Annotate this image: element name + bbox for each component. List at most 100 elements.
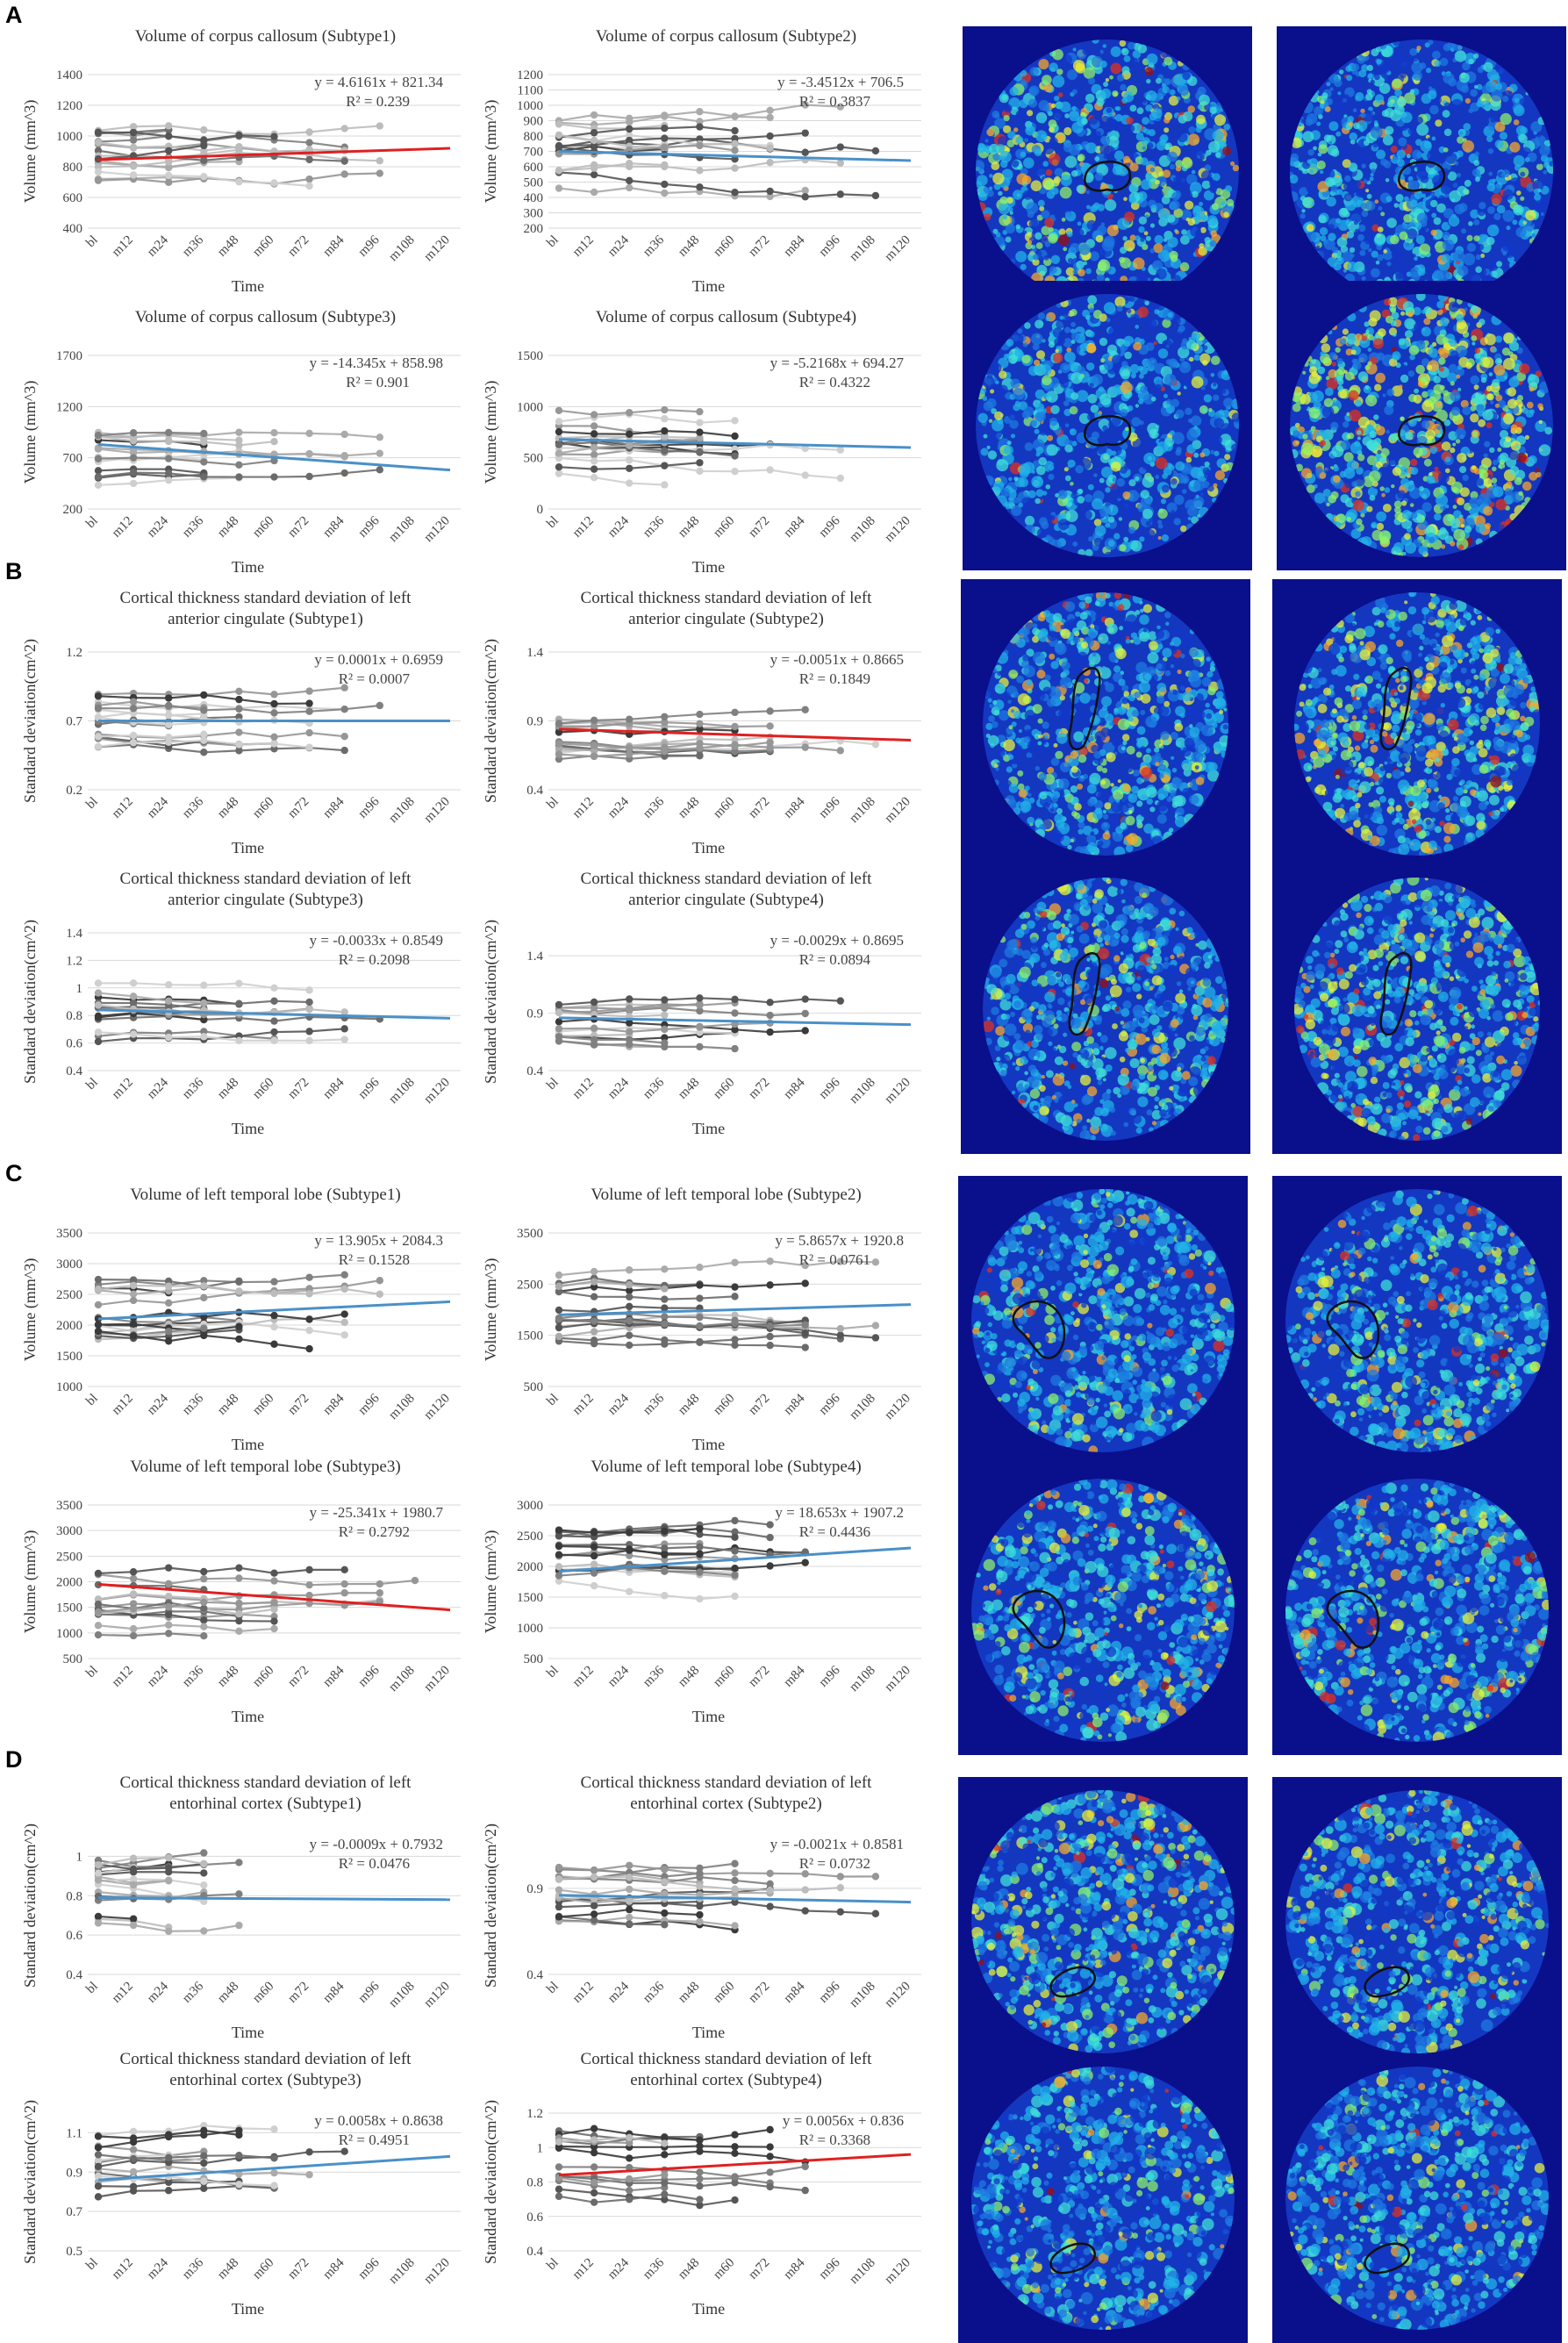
r-squared: R² = 0.0732	[799, 1855, 870, 1872]
data-point	[591, 1569, 598, 1576]
trend-equation: y = 0.0056x + 0.836	[783, 2112, 904, 2129]
data-point	[235, 1617, 242, 1624]
data-point	[626, 465, 633, 472]
brain-svg	[958, 1176, 1248, 1465]
data-point	[165, 133, 172, 140]
x-tick-label: bl	[544, 2256, 562, 2274]
x-tick-label: m108	[386, 514, 417, 545]
data-point	[731, 1877, 738, 1884]
data-point	[95, 1876, 102, 1883]
y-tick-label: 1000	[56, 1627, 82, 1641]
data-point	[555, 1913, 562, 1920]
data-point	[95, 129, 102, 136]
data-point	[626, 1862, 633, 1869]
x-tick-label: m12	[110, 514, 136, 541]
data-point	[130, 1568, 137, 1575]
y-tick-label: 0.9	[526, 1007, 543, 1021]
data-point	[130, 1332, 137, 1339]
data-point	[731, 723, 738, 730]
data-point	[130, 1922, 137, 1929]
data-point	[130, 469, 137, 476]
y-tick-label: 1500	[56, 1601, 82, 1616]
data-point	[200, 126, 207, 133]
chart-d-subtype1: Cortical thickness standard deviation of…	[18, 1768, 491, 2049]
data-point	[766, 1322, 773, 1329]
data-point	[95, 1622, 102, 1629]
data-point	[731, 164, 738, 171]
y-tick-label: 0.4	[526, 1064, 543, 1078]
data-point	[766, 133, 773, 140]
data-point	[341, 747, 348, 754]
data-point	[626, 1331, 633, 1338]
x-tick-label: m120	[882, 514, 913, 545]
data-point	[661, 1295, 668, 1302]
x-tick-label: m120	[882, 1664, 913, 1695]
data-point	[235, 1859, 242, 1866]
data-point	[555, 1324, 562, 1331]
x-tick-label: m108	[847, 514, 877, 545]
x-tick-label: m36	[641, 1075, 668, 1102]
data-point	[235, 132, 242, 139]
data-point	[766, 744, 773, 751]
data-point	[555, 1864, 562, 1871]
data-point	[555, 1037, 562, 1044]
data-point	[130, 1030, 137, 1037]
x-tick-label: m72	[285, 1980, 311, 2006]
y-tick-label: 1400	[56, 68, 82, 82]
data-point	[165, 2154, 172, 2161]
trend-equation: y = -14.345x + 858.98	[310, 355, 443, 371]
r-squared: R² = 0.4322	[799, 374, 870, 390]
data-point	[341, 706, 348, 713]
y-tick-label: 0.9	[66, 2166, 82, 2180]
x-tick-label: m48	[676, 1980, 702, 2006]
data-point	[270, 691, 277, 698]
data-point	[235, 1890, 242, 1897]
data-point	[802, 743, 809, 750]
data-point	[95, 1028, 102, 1035]
data-point	[130, 2183, 137, 2190]
brain-map-d-2	[1272, 1777, 1562, 2067]
data-point	[305, 1037, 312, 1044]
data-point	[555, 428, 562, 435]
data-point	[130, 1866, 137, 1873]
data-point	[555, 1543, 562, 1550]
data-point	[555, 463, 562, 470]
x-tick-label: m108	[847, 1664, 877, 1695]
data-point	[270, 700, 277, 707]
data-point	[696, 711, 703, 718]
data-point	[270, 1278, 277, 1285]
data-point	[591, 1025, 598, 1032]
data-point	[341, 453, 348, 460]
data-point	[661, 1265, 668, 1272]
x-tick-label: m24	[605, 1663, 633, 1690]
r-squared: R² = 0.0476	[339, 1855, 410, 1872]
data-point	[837, 1325, 844, 1332]
x-tick-label: m48	[676, 233, 702, 260]
data-point	[305, 183, 312, 190]
data-point	[555, 120, 562, 127]
data-point	[341, 1566, 348, 1573]
y-axis-label: Standard deviation(cm^2)	[482, 2100, 500, 2264]
data-point	[696, 468, 703, 475]
x-tick-label: m60	[711, 2256, 737, 2282]
data-point	[200, 1599, 207, 1606]
data-point	[165, 711, 172, 718]
x-tick-label: m72	[746, 1392, 772, 1418]
data-point	[341, 1272, 348, 1279]
data-point	[376, 1277, 383, 1284]
x-tick-label: m108	[847, 2256, 877, 2287]
chart-title: anterior cingulate (Subtype1)	[168, 610, 363, 628]
x-tick-label: m48	[215, 1076, 241, 1102]
data-point	[341, 1319, 348, 1326]
x-tick-label: m108	[386, 795, 417, 826]
data-point	[731, 1259, 738, 1266]
y-tick-label: 3000	[56, 1524, 82, 1538]
y-axis-label: Volume (mm^3)	[482, 1530, 500, 1634]
trend-equation: y = 18.653x + 1907.2	[775, 1504, 904, 1521]
x-tick-label: m72	[285, 1664, 311, 1690]
data-point	[130, 480, 137, 487]
x-tick-label: m84	[781, 2255, 808, 2282]
chart-title: anterior cingulate (Subtype2)	[628, 610, 824, 628]
data-point	[626, 177, 633, 184]
data-point	[696, 1264, 703, 1271]
